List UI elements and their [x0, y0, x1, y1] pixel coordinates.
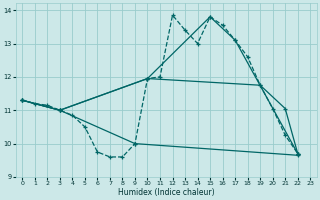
- X-axis label: Humidex (Indice chaleur): Humidex (Indice chaleur): [118, 188, 215, 197]
